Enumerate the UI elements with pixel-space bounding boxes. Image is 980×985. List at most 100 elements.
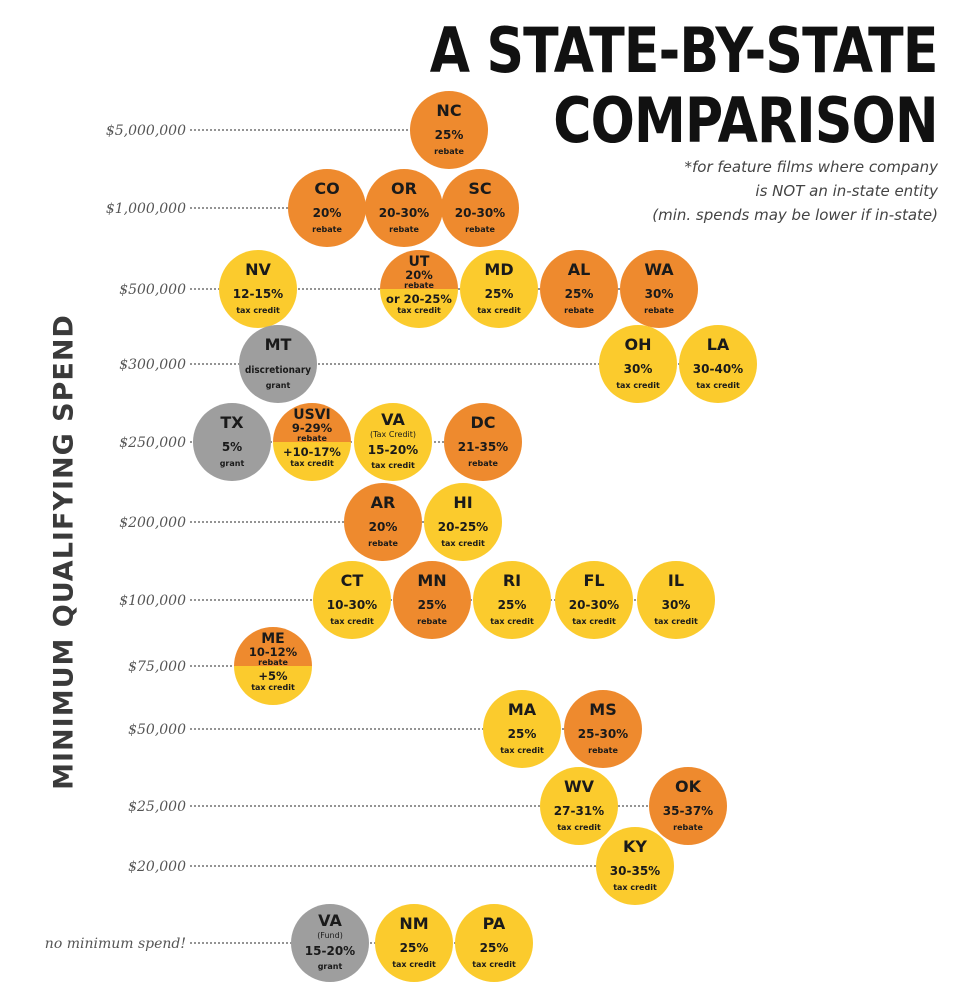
state-bubble-ar: AR 20% rebate [344,483,422,561]
state-bubble-md: MD 25% tax credit [460,250,538,328]
incentive-type: tax credit [477,306,521,315]
incentive-type: rebate [673,823,703,832]
state-code: MD [484,260,513,279]
bubble-circle [599,325,677,403]
state-code: VA [381,410,405,429]
state-bubble-la: LA 30-40% tax credit [679,325,757,403]
state-bubble-wa: WA 30% rebate [620,250,698,328]
state-code: WA [644,260,674,279]
y-tick-label: $5,000,000 [106,123,186,139]
incentive-value: 25% [498,598,527,612]
state-code: AL [568,260,591,279]
incentive-type: rebate [258,658,288,667]
state-bubble-pa: PA 25% tax credit [455,904,533,982]
state-code: NC [436,101,461,120]
incentive-type: tax credit [654,617,698,626]
incentive-type: tax credit [472,960,516,969]
bubble-circle [365,169,443,247]
bubble-circle [649,767,727,845]
incentive-type: tax credit [696,381,740,390]
state-bubble-ok: OK 35-37% rebate [649,767,727,845]
state-code: IL [668,571,684,590]
incentive-type-2: tax credit [290,459,334,468]
chart-title-line-2: COMPARISON [553,84,939,157]
bubble-circle [288,169,366,247]
incentive-value: 25% [565,287,594,301]
incentive-value: 20-30% [455,206,505,220]
state-bubble-fl: FL 20-30% tax credit [555,561,633,639]
bubble-circle [540,250,618,328]
incentive-value: 5% [222,440,242,454]
incentive-type: tax credit [613,883,657,892]
bubble-circle [354,403,432,481]
incentive-type: tax credit [392,960,436,969]
state-code: MS [589,700,616,719]
y-tick-label: $50,000 [128,722,186,738]
state-bubble-il: IL 30% tax credit [637,561,715,639]
incentive-value: discretionary [245,365,311,376]
state-code: CT [341,571,364,590]
state-code: RI [503,571,521,590]
bubble-circle [424,483,502,561]
y-tick-label: $20,000 [128,859,186,875]
state-bubble-tx: TX 5% grant [193,403,271,481]
y-tick-label: $200,000 [119,515,186,531]
incentive-value: 25% [480,941,509,955]
state-code: NV [245,260,271,279]
state-bubble-ky: KY 30-35% tax credit [596,827,674,905]
state-code: VA [318,911,342,930]
y-tick-label: no minimum spend! [45,936,186,952]
footnote-line-2: is NOT an in-state entity [755,182,938,200]
incentive-value: 25% [400,941,429,955]
incentive-type-2: tax credit [397,306,441,315]
incentive-type: rebate [465,225,495,234]
incentive-type: tax credit [236,306,280,315]
state-bubble-nm: NM 25% tax credit [375,904,453,982]
bubble-circle [291,904,369,982]
y-tick-label: $25,000 [128,799,186,815]
state-code: PA [483,914,506,933]
incentive-type-2: tax credit [251,683,295,692]
incentive-type: rebate [417,617,447,626]
state-bubble-va: VA(Fund) 15-20% grant [291,904,369,982]
state-bubble-ms: MS 25-30% rebate [564,690,642,768]
incentive-value: 10-12% [249,645,298,659]
state-code: AR [371,493,396,512]
footnote-line-1: *for feature films where company [684,158,939,176]
y-tick-label: $500,000 [119,282,186,298]
incentive-value: 10-30% [327,598,377,612]
incentive-value: 30-40% [693,362,743,376]
state-bubble-sc: SC 20-30% rebate [441,169,519,247]
bubble-circle [540,767,618,845]
incentive-type: rebate [404,281,434,290]
incentive-value: 9-29% [292,421,333,435]
state-bubble-or: OR 20-30% rebate [365,169,443,247]
y-tick-label: $1,000,000 [106,201,186,217]
incentive-type: tax credit [441,539,485,548]
incentive-type: rebate [644,306,674,315]
state-code: OK [675,777,702,796]
incentive-type: grant [318,962,343,971]
state-bubble-oh: OH 30% tax credit [599,325,677,403]
footnote-line-3: (min. spends may be lower if in-state) [652,206,938,224]
state-code: OR [391,179,417,198]
incentive-value: 25% [485,287,514,301]
incentive-value: 20-30% [569,598,619,612]
state-bubble-co: CO 20% rebate [288,169,366,247]
bubble-circle [375,904,453,982]
incentive-value: 30-35% [610,864,660,878]
incentive-type: rebate [368,539,398,548]
incentive-value-2: +10-17% [283,445,341,459]
bubble-circle [393,561,471,639]
incentive-type: rebate [312,225,342,234]
bubble-circle [344,483,422,561]
state-bubble-va: VA(Tax Credit) 15-20% tax credit [354,403,432,481]
state-code: NM [399,914,428,933]
bubble-circle [679,325,757,403]
bubble-circle [473,561,551,639]
incentive-type: rebate [588,746,618,755]
state-bubble-ma: MA 25% tax credit [483,690,561,768]
